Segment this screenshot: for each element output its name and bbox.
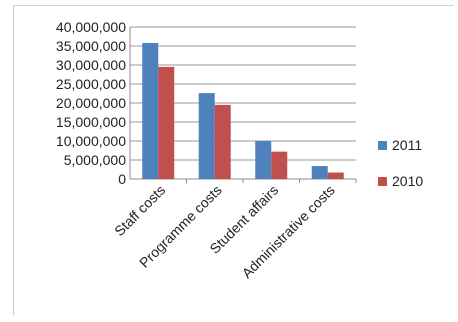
y-tick-label: 15,000,000 <box>56 114 126 130</box>
bar-2010 <box>214 104 231 179</box>
y-tick-label: 25,000,000 <box>56 76 126 92</box>
legend-label: 2010 <box>392 173 423 189</box>
category-label: Administrative costs <box>239 182 338 281</box>
bar-2011 <box>142 42 159 180</box>
bar-2011 <box>255 141 272 179</box>
y-tick-label: 10,000,000 <box>56 133 126 149</box>
bar-2010 <box>327 172 344 179</box>
y-tick-label: 5,000,000 <box>64 152 126 168</box>
y-tick-label: 20,000,000 <box>56 95 126 111</box>
bars <box>142 42 344 180</box>
category-label: Staff costs <box>111 182 168 239</box>
bar-2010 <box>271 151 288 179</box>
y-axis-ticks: 0 5,000,000 10,000,000 15,000,000 20,000,000… <box>56 19 126 187</box>
gridlines <box>129 26 357 183</box>
legend-swatch-2011 <box>378 141 387 150</box>
bar-2010 <box>158 66 175 179</box>
y-tick-label: 30,000,000 <box>56 57 126 73</box>
bar-2011 <box>311 166 328 179</box>
legend: 2011 2010 <box>378 137 423 189</box>
y-tick-label: 40,000,000 <box>56 19 126 35</box>
y-tick-label: 0 <box>118 171 126 187</box>
legend-swatch-2010 <box>378 177 387 186</box>
chart-frame <box>13 5 454 315</box>
legend-label: 2011 <box>392 137 422 153</box>
bar-2011 <box>198 93 215 179</box>
y-tick-label: 35,000,000 <box>56 38 126 54</box>
